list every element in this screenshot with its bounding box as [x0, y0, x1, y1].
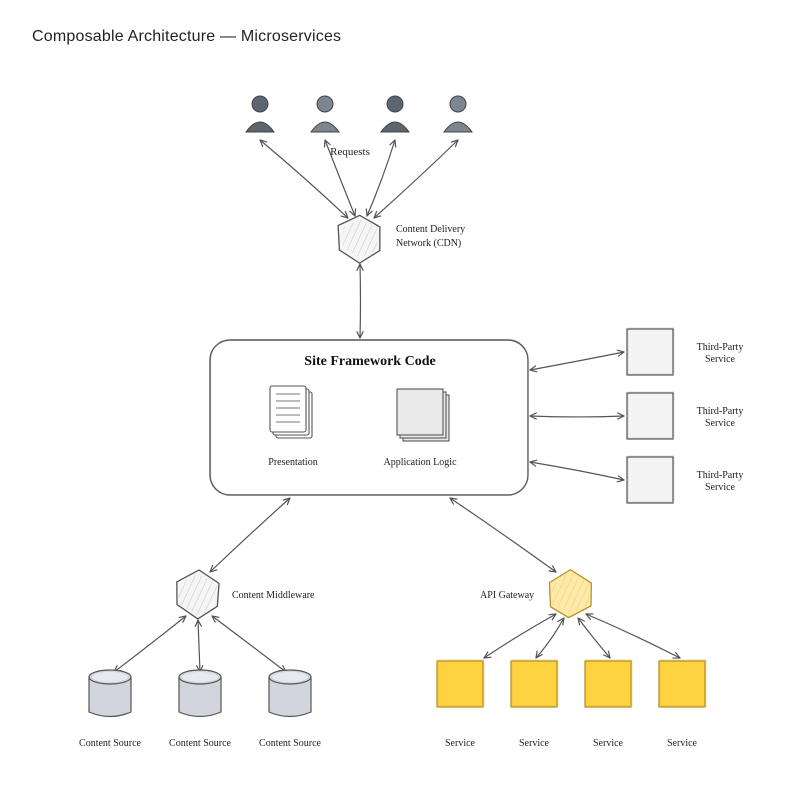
- content-source: Content Source: [79, 670, 141, 749]
- service-label: Service: [667, 738, 698, 749]
- content-source: Content Source: [169, 670, 231, 749]
- requests-label: Requests: [330, 146, 370, 158]
- user-icon: [246, 96, 274, 132]
- service: Service: [511, 660, 558, 749]
- users-row: [246, 96, 472, 132]
- third-party-label: Third-PartyService: [697, 406, 744, 429]
- content-source-label: Content Source: [259, 738, 321, 749]
- content-source-label: Content Source: [79, 738, 141, 749]
- middleware-label: Content Middleware: [232, 590, 315, 601]
- user-icon: [444, 96, 472, 132]
- third-party-label: Third-PartyService: [697, 342, 744, 365]
- cdn-label-line1: Content DeliveryNetwork (CDN): [396, 224, 465, 249]
- third-party-service: Third-PartyService: [627, 456, 743, 503]
- third-party-column: Third-PartyService Third-PartyService Thir…: [627, 328, 743, 503]
- user-icon: [381, 96, 409, 132]
- service-label: Service: [519, 738, 550, 749]
- framework-box: Site Framework Code Presentation Applicati…: [210, 339, 528, 495]
- third-party-service: Third-PartyService: [627, 328, 743, 375]
- diagram-canvas: Requests Content DeliveryNetwork (CDN) S…: [0, 0, 800, 790]
- presentation-icon: [270, 386, 312, 438]
- applogic-label: Application Logic: [383, 457, 457, 468]
- content-source: Content Source: [259, 670, 321, 749]
- service: Service: [659, 660, 706, 749]
- third-party-service: Third-PartyService: [627, 392, 743, 439]
- applogic-icon: [397, 389, 449, 441]
- middleware-node: [177, 570, 219, 619]
- cdn-node: [338, 215, 380, 263]
- service: Service: [437, 660, 484, 749]
- user-icon: [311, 96, 339, 132]
- content-sources-row: Content Source Content Source Content Sour…: [79, 670, 321, 749]
- framework-title: Site Framework Code: [304, 354, 435, 369]
- service-label: Service: [593, 738, 624, 749]
- content-source-label: Content Source: [169, 738, 231, 749]
- service-label: Service: [445, 738, 476, 749]
- presentation-label: Presentation: [268, 457, 317, 468]
- service: Service: [585, 660, 632, 749]
- gateway-node: [549, 570, 591, 618]
- gateway-label: API Gateway: [480, 590, 534, 601]
- third-party-label: Third-PartyService: [697, 470, 744, 493]
- services-row: Service Service Service Service: [437, 660, 706, 749]
